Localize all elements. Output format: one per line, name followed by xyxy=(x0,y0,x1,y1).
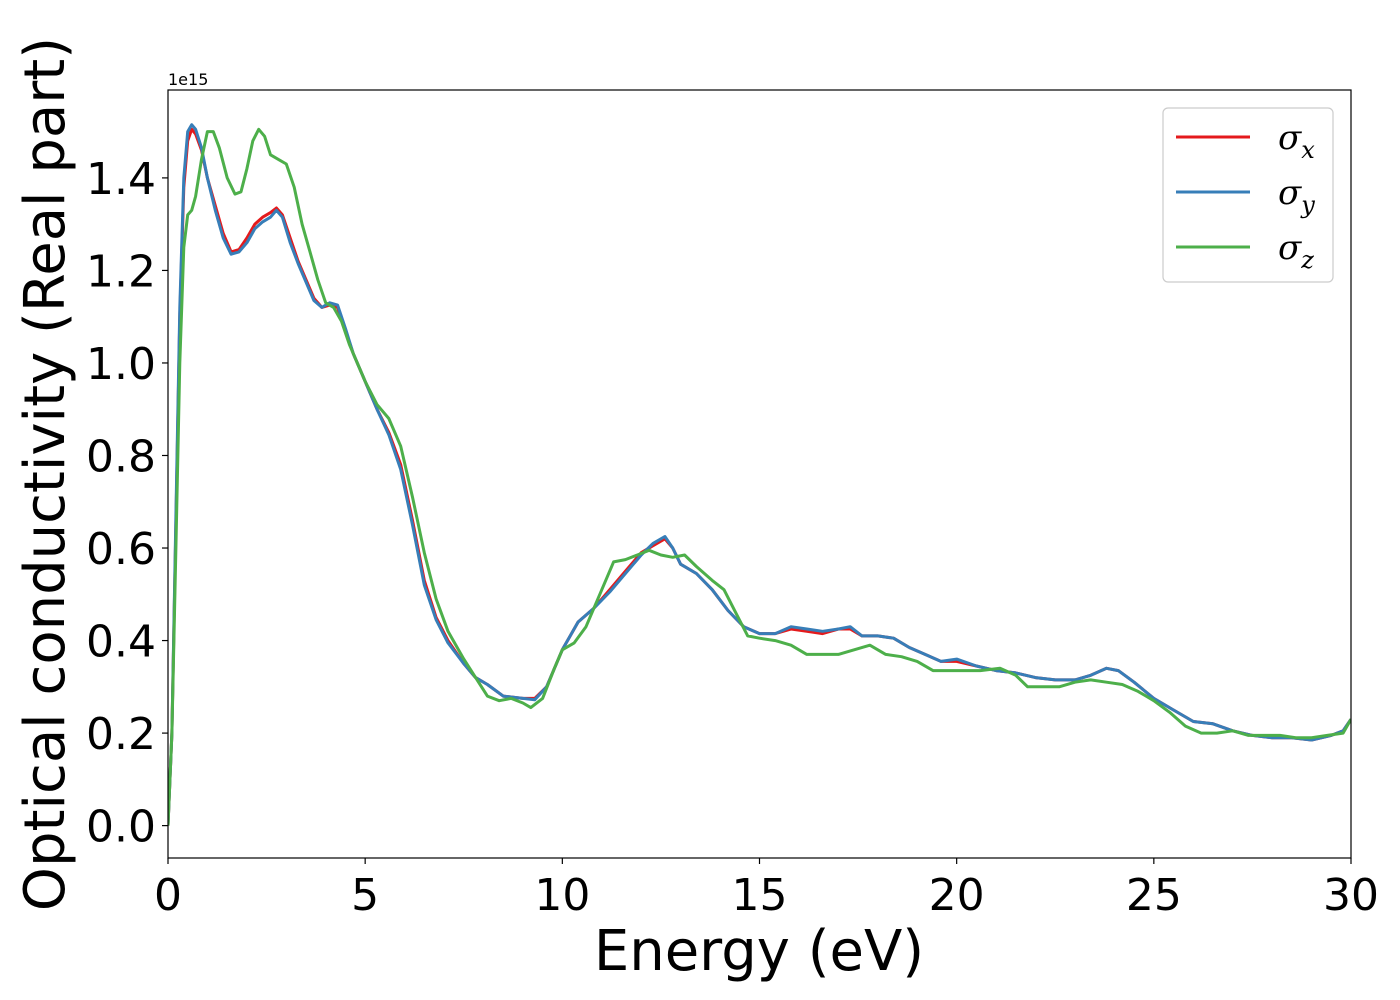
legend-label-sigma-x: σx xyxy=(1278,118,1315,164)
x-tick-label: 0 xyxy=(154,870,182,921)
series-line-sigma-z xyxy=(168,127,1351,826)
y-offset-label: 1e15 xyxy=(168,70,208,89)
series-line-sigma-y xyxy=(168,123,1351,826)
x-tick-label: 30 xyxy=(1323,870,1379,921)
legend-box xyxy=(1162,107,1334,283)
legend: σx σy σz xyxy=(1162,107,1334,283)
series-layer xyxy=(168,123,1351,826)
y-tick-label: 0.4 xyxy=(86,617,156,668)
x-tick-label: 5 xyxy=(351,870,379,921)
y-tick-label: 1.0 xyxy=(86,339,156,390)
y-tick-label: 1.2 xyxy=(86,246,156,297)
x-tick-label: 10 xyxy=(534,870,590,921)
y-axis-label: Optical conductivity (Real part) xyxy=(13,37,78,911)
x-axis-label: Energy (eV) xyxy=(594,919,924,984)
y-tick-label: 1.4 xyxy=(86,154,156,205)
x-tick-label: 15 xyxy=(732,870,788,921)
y-tick-label: 0.0 xyxy=(86,802,156,853)
legend-label-sigma-y: σy xyxy=(1278,173,1315,219)
y-tick-label: 0.2 xyxy=(86,709,156,760)
x-tick-label: 25 xyxy=(1126,870,1182,921)
x-tick-label: 20 xyxy=(929,870,985,921)
legend-label-sigma-z: σz xyxy=(1278,228,1314,274)
y-tick-label: 0.8 xyxy=(86,431,156,482)
y-tick-label: 0.6 xyxy=(86,524,156,575)
ticks-layer: 0 5 10 15 20 25 30 0.0 0.2 0.4 0.6 0.8 1.0 1.2 1.4 xyxy=(86,154,1379,921)
